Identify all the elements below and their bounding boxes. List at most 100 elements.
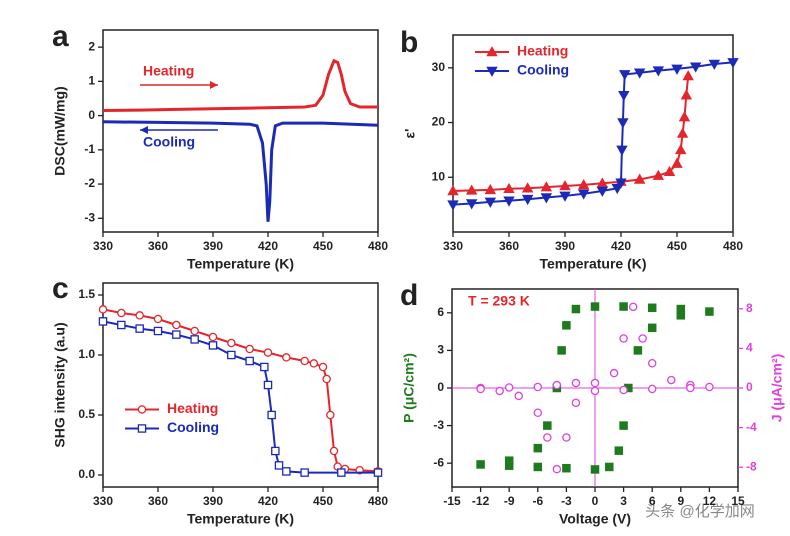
data-point bbox=[590, 378, 600, 388]
y-axis-label: P (μC/cm²) bbox=[401, 353, 417, 423]
data-point bbox=[172, 320, 181, 330]
data-point bbox=[680, 89, 693, 100]
data-point bbox=[705, 382, 714, 392]
y-tick-label: 0.5 bbox=[78, 407, 95, 421]
data-point bbox=[708, 59, 721, 70]
data-point bbox=[552, 464, 562, 474]
data-point bbox=[274, 461, 284, 470]
data-point bbox=[227, 350, 236, 360]
x-tick-label: 15 bbox=[731, 494, 745, 508]
data-point bbox=[309, 359, 319, 368]
x-tick-label: -6 bbox=[532, 494, 543, 508]
x-tick-label: 360 bbox=[499, 239, 519, 253]
annotation: T = 293 K bbox=[468, 293, 530, 309]
data-point bbox=[533, 462, 543, 472]
legend-label: Cooling bbox=[167, 419, 219, 435]
data-point bbox=[260, 362, 269, 372]
data-point bbox=[263, 380, 273, 390]
x-tick-label: -12 bbox=[472, 494, 490, 508]
data-point bbox=[465, 199, 478, 210]
data-point bbox=[614, 446, 624, 455]
data-point bbox=[318, 362, 328, 372]
data-point bbox=[590, 302, 600, 311]
data-point bbox=[267, 410, 276, 420]
data-point bbox=[190, 335, 199, 344]
y-tick-label: 0.0 bbox=[78, 467, 95, 481]
data-point bbox=[282, 353, 291, 362]
data-point bbox=[686, 383, 695, 393]
y2-tick-label: -8 bbox=[746, 459, 757, 473]
data-point bbox=[543, 421, 552, 430]
data-point bbox=[300, 356, 309, 366]
data-point bbox=[619, 385, 628, 395]
data-point bbox=[596, 186, 609, 197]
data-point bbox=[611, 183, 623, 195]
data-point bbox=[476, 384, 485, 394]
series-label: Cooling bbox=[143, 134, 195, 150]
y2-tick-label: 4 bbox=[746, 341, 753, 355]
x-tick-label: 330 bbox=[93, 494, 113, 508]
data-point bbox=[633, 346, 643, 355]
y-axis-label: SHG intensity (a.u) bbox=[52, 322, 68, 447]
data-point bbox=[465, 184, 478, 195]
x-tick-label: 360 bbox=[148, 494, 168, 508]
data-point bbox=[504, 383, 514, 392]
data-point bbox=[135, 324, 144, 333]
plot-frame bbox=[102, 282, 379, 488]
panel-letter: b bbox=[400, 26, 418, 59]
data-point bbox=[671, 64, 683, 75]
y-tick-label: -3 bbox=[84, 210, 95, 224]
data-point bbox=[571, 398, 581, 408]
data-point bbox=[208, 341, 218, 350]
data-point bbox=[671, 157, 683, 168]
x-tick-label: 390 bbox=[555, 239, 575, 253]
data-point bbox=[540, 193, 553, 204]
data-point bbox=[98, 305, 108, 314]
y-axis-label: ε' bbox=[402, 129, 418, 139]
x-tick-label: 420 bbox=[258, 494, 278, 508]
x-tick-label: 480 bbox=[368, 494, 388, 508]
data-point bbox=[628, 302, 638, 312]
data-point bbox=[533, 382, 543, 392]
x-axis-label: Temperature (K) bbox=[539, 256, 646, 272]
data-point bbox=[615, 178, 627, 189]
data-point bbox=[208, 332, 218, 342]
y-tick-label: 30 bbox=[432, 60, 446, 74]
y-axis-label: DSC(mW/mg) bbox=[52, 86, 68, 175]
data-point bbox=[533, 443, 543, 453]
series-line bbox=[102, 308, 379, 473]
data-point bbox=[571, 304, 581, 314]
legend-label: Heating bbox=[167, 400, 218, 416]
x-axis-label: Temperature (K) bbox=[187, 511, 294, 527]
data-point bbox=[675, 143, 687, 155]
x-tick-label: 480 bbox=[368, 239, 388, 253]
x-tick-label: 390 bbox=[203, 494, 223, 508]
y-tick-label: -2 bbox=[84, 176, 95, 190]
data-point bbox=[271, 446, 280, 456]
data-point bbox=[245, 356, 254, 366]
data-point bbox=[678, 111, 691, 122]
legend-label: Cooling bbox=[517, 62, 569, 78]
legend-marker bbox=[137, 405, 147, 414]
legend-marker bbox=[486, 46, 498, 57]
data-point bbox=[484, 197, 497, 208]
y-tick-label: 3 bbox=[437, 343, 444, 357]
data-point bbox=[300, 468, 309, 477]
data-point bbox=[619, 70, 631, 81]
x-tick-label: 480 bbox=[723, 239, 743, 253]
legend-marker bbox=[137, 424, 147, 433]
y-tick-label: -3 bbox=[433, 418, 444, 432]
x-tick-label: 6 bbox=[649, 494, 656, 508]
data-point bbox=[647, 384, 657, 394]
x-tick-label: 420 bbox=[258, 239, 278, 253]
panel-letter: c bbox=[52, 272, 69, 305]
x-axis-label: Voltage (V) bbox=[559, 511, 631, 527]
data-point bbox=[705, 307, 714, 316]
data-point bbox=[543, 433, 552, 442]
label-arrowhead bbox=[210, 81, 218, 89]
data-point bbox=[484, 183, 497, 195]
data-point bbox=[617, 118, 629, 129]
data-point bbox=[619, 334, 628, 343]
series-line bbox=[102, 58, 378, 112]
y-tick-label: 0 bbox=[437, 380, 444, 394]
